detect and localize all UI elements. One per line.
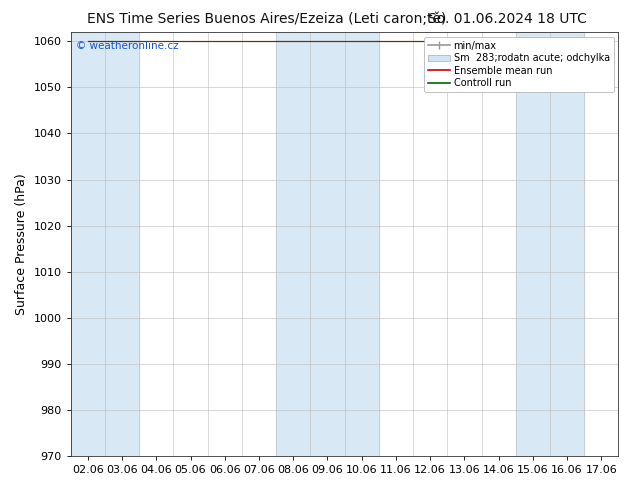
- Bar: [550, 32, 585, 456]
- Text: So. 01.06.2024 18 UTC: So. 01.06.2024 18 UTC: [428, 12, 586, 26]
- Bar: [516, 32, 550, 456]
- Bar: [276, 32, 311, 456]
- Bar: [71, 32, 105, 456]
- Bar: [311, 32, 345, 456]
- Y-axis label: Surface Pressure (hPa): Surface Pressure (hPa): [15, 173, 28, 315]
- Text: © weatheronline.cz: © weatheronline.cz: [76, 41, 179, 50]
- Bar: [105, 32, 139, 456]
- Text: ENS Time Series Buenos Aires/Ezeiza (Leti caron;tě): ENS Time Series Buenos Aires/Ezeiza (Let…: [87, 12, 446, 26]
- Legend: min/max, Sm  283;rodatn acute; odchylka, Ensemble mean run, Controll run: min/max, Sm 283;rodatn acute; odchylka, …: [424, 37, 614, 92]
- Bar: [345, 32, 379, 456]
